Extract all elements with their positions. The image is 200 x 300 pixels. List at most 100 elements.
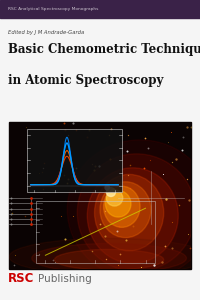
- Point: [29, 217, 32, 221]
- Point: [90, 248, 93, 253]
- Point: [74, 166, 78, 170]
- Bar: [27, 129, 122, 192]
- Text: Edited by J M Andrade-Garda: Edited by J M Andrade-Garda: [8, 30, 84, 35]
- Point: [74, 128, 77, 133]
- Point: [51, 257, 54, 262]
- Ellipse shape: [67, 140, 200, 280]
- Point: [9, 206, 12, 211]
- Ellipse shape: [100, 182, 151, 238]
- Point: [103, 209, 107, 214]
- Point: [126, 149, 129, 154]
- Point: [13, 252, 16, 257]
- Point: [71, 121, 75, 126]
- Point: [64, 128, 67, 132]
- Point: [98, 163, 101, 168]
- Point: [109, 157, 112, 161]
- Ellipse shape: [105, 185, 110, 190]
- Point: [127, 133, 130, 137]
- Point: [189, 124, 192, 129]
- Point: [186, 232, 189, 237]
- Point: [143, 136, 146, 140]
- Ellipse shape: [95, 174, 164, 251]
- Point: [71, 213, 75, 218]
- Point: [66, 132, 70, 137]
- Point: [143, 166, 146, 171]
- Point: [146, 146, 149, 151]
- Point: [67, 176, 70, 181]
- Point: [131, 224, 134, 229]
- Ellipse shape: [9, 238, 200, 275]
- Ellipse shape: [77, 154, 196, 272]
- Point: [175, 156, 178, 161]
- Point: [188, 245, 191, 250]
- Point: [185, 177, 188, 182]
- Point: [152, 263, 155, 268]
- Text: in Atomic Spectroscopy: in Atomic Spectroscopy: [8, 74, 163, 86]
- Point: [63, 172, 66, 177]
- Point: [177, 202, 181, 207]
- Point: [125, 237, 128, 242]
- Point: [37, 171, 40, 176]
- Ellipse shape: [106, 190, 123, 206]
- Point: [119, 251, 122, 256]
- Point: [107, 133, 111, 138]
- Bar: [36, 201, 155, 262]
- Point: [42, 166, 45, 170]
- Point: [9, 212, 12, 216]
- Point: [9, 222, 12, 227]
- Bar: [9, 122, 191, 268]
- Point: [29, 196, 32, 200]
- Point: [128, 186, 131, 190]
- Point: [110, 126, 113, 131]
- Point: [104, 234, 107, 239]
- Point: [60, 213, 63, 218]
- Point: [104, 257, 107, 262]
- Point: [9, 217, 12, 221]
- Ellipse shape: [106, 188, 115, 197]
- Point: [88, 128, 91, 132]
- Point: [185, 124, 188, 129]
- Point: [29, 206, 32, 211]
- Point: [160, 260, 163, 265]
- Point: [164, 244, 167, 249]
- Point: [42, 161, 46, 166]
- Point: [53, 260, 56, 265]
- Point: [10, 211, 13, 216]
- Point: [170, 246, 173, 251]
- Point: [148, 158, 151, 163]
- Point: [127, 172, 130, 177]
- Point: [98, 221, 101, 226]
- Point: [93, 167, 96, 172]
- Point: [9, 201, 12, 206]
- Ellipse shape: [87, 168, 178, 263]
- Point: [164, 197, 168, 202]
- Point: [29, 222, 32, 227]
- Point: [182, 135, 185, 140]
- Point: [93, 164, 97, 169]
- Point: [170, 129, 173, 134]
- Point: [62, 120, 65, 125]
- Point: [9, 196, 12, 200]
- Point: [29, 201, 32, 206]
- Text: Publishing: Publishing: [38, 274, 92, 284]
- Point: [166, 140, 169, 144]
- Point: [91, 161, 94, 166]
- Point: [86, 135, 89, 140]
- Text: Basic Chemometric Techniques: Basic Chemometric Techniques: [8, 44, 200, 56]
- Point: [170, 220, 174, 224]
- Point: [117, 223, 120, 228]
- Point: [139, 265, 142, 269]
- Point: [66, 181, 69, 186]
- Point: [40, 169, 44, 174]
- Point: [12, 262, 16, 267]
- Point: [64, 237, 67, 242]
- Bar: [0, 0, 200, 18]
- Point: [161, 172, 165, 176]
- Ellipse shape: [54, 249, 164, 270]
- Point: [128, 163, 131, 168]
- Point: [187, 197, 190, 202]
- Ellipse shape: [104, 186, 140, 227]
- Point: [29, 212, 32, 216]
- Ellipse shape: [32, 244, 186, 273]
- Ellipse shape: [105, 190, 131, 217]
